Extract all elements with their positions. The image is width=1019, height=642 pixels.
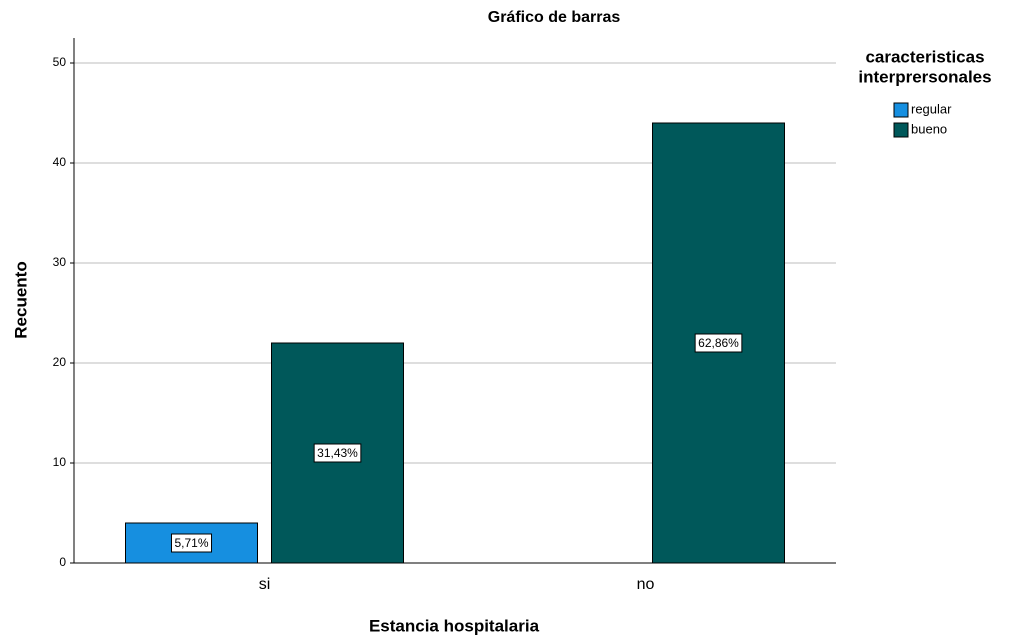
legend-title: caracteristicas	[865, 47, 984, 66]
legend-label: regular	[911, 101, 952, 116]
value-label: 5,71%	[174, 536, 208, 550]
value-label-box	[694, 333, 743, 353]
chart-title: Gráfico de barras	[488, 9, 621, 26]
y-tick-label: 0	[59, 555, 66, 569]
y-tick-label: 50	[53, 55, 67, 69]
value-label-box	[170, 533, 213, 553]
x-tick-label: si	[259, 576, 271, 593]
y-axis-label: Recuento	[11, 261, 30, 338]
y-tick-label: 30	[53, 255, 67, 269]
x-axis-label: Estancia hospitalaria	[369, 616, 540, 635]
y-tick-label: 20	[53, 355, 67, 369]
y-tick-label: 10	[53, 455, 67, 469]
y-tick-label: 40	[53, 155, 67, 169]
x-tick-label: no	[637, 576, 655, 593]
value-label-box	[313, 443, 362, 463]
legend-label: bueno	[911, 121, 947, 136]
legend-title: interprersonales	[858, 67, 991, 86]
value-label: 31,43%	[317, 446, 358, 460]
legend-swatch	[893, 102, 909, 118]
value-label: 62,86%	[698, 336, 739, 350]
legend-swatch	[893, 122, 909, 138]
